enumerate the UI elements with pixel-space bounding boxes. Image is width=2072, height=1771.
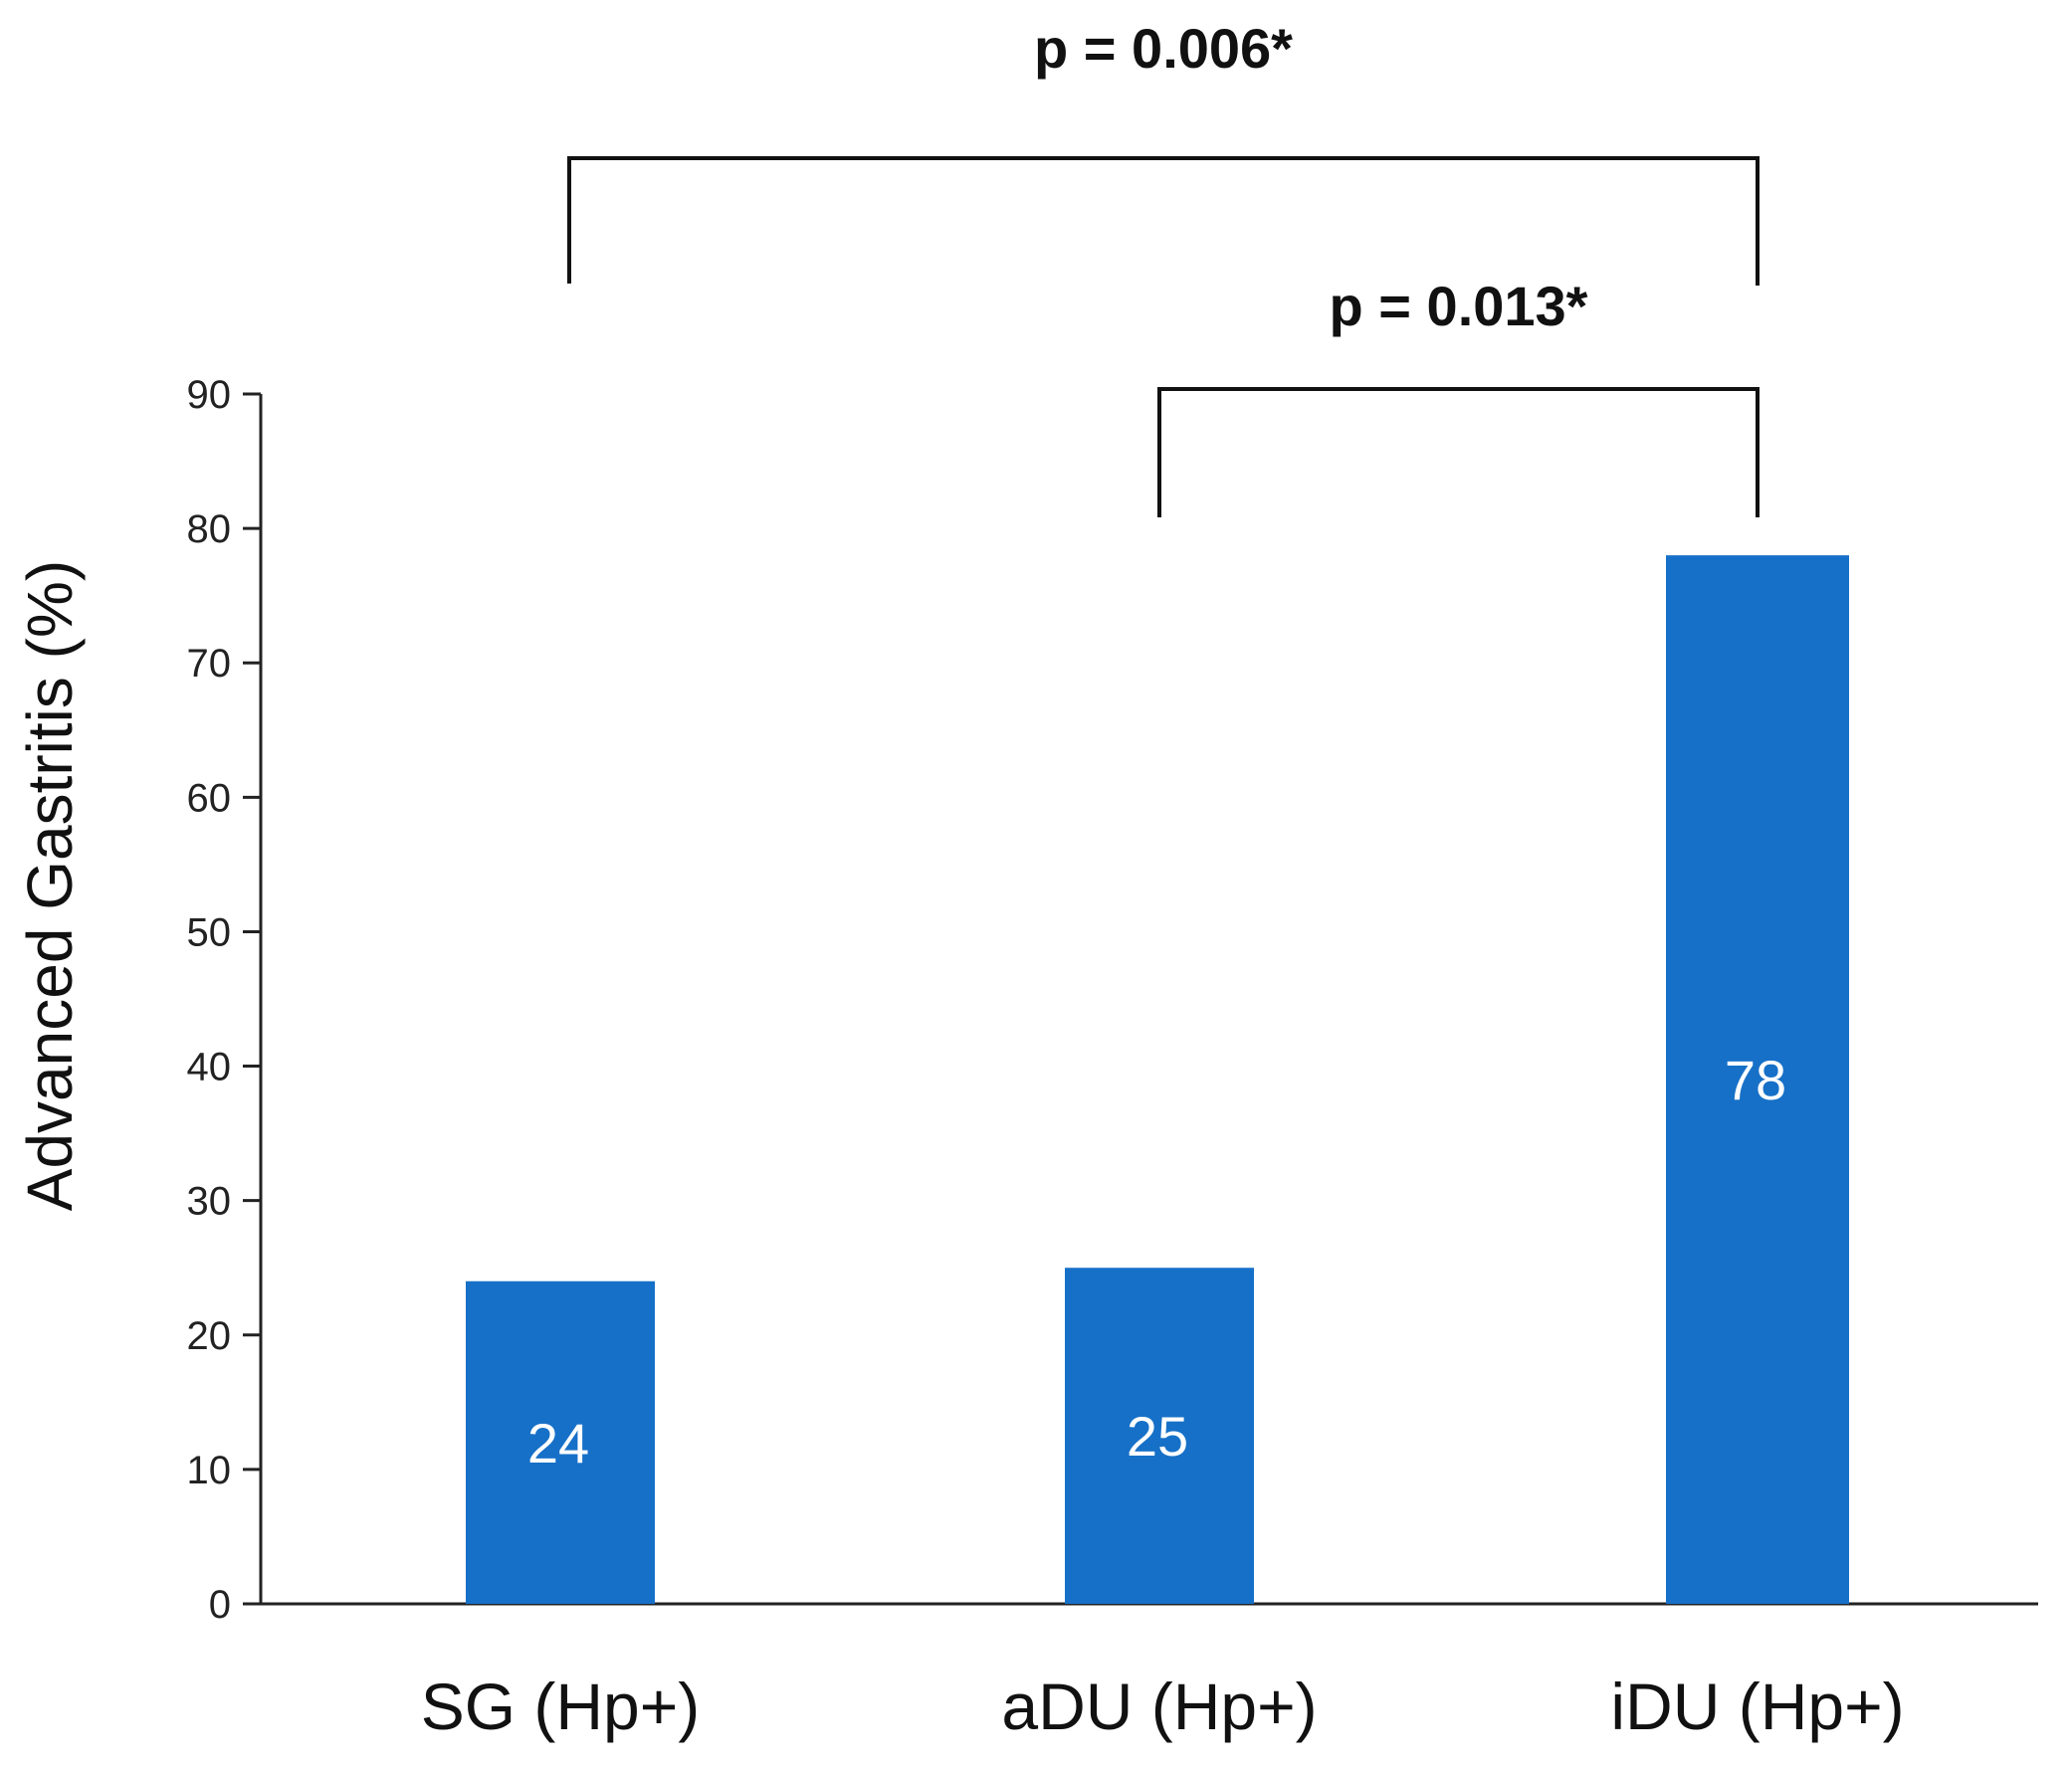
y-tick-label: 0 <box>209 1583 231 1627</box>
x-tick-label: SG (Hp+) <box>421 1670 701 1743</box>
y-axis: 0 10 20 30 40 50 60 70 80 90 <box>187 373 263 1627</box>
data-label: 78 <box>1725 1049 1786 1111</box>
y-tick-label: 10 <box>187 1449 232 1492</box>
y-tick-label: 60 <box>187 776 232 820</box>
bar <box>1065 1268 1254 1604</box>
x-tick-label: aDU (Hp+) <box>1001 1670 1317 1743</box>
y-axis-title: Advanced Gastritis (%) <box>14 560 86 1211</box>
bars: 24 25 78 <box>466 555 1849 1605</box>
bar <box>466 1280 655 1604</box>
significance-bracket <box>567 156 1760 286</box>
significance-bracket <box>1157 387 1760 517</box>
x-tick-label: iDU (Hp+) <box>1610 1670 1904 1743</box>
y-tick-label: 20 <box>187 1314 232 1358</box>
p-value-label: p = 0.006* <box>1034 17 1293 80</box>
x-axis: SG (Hp+) aDU (Hp+) iDU (Hp+) <box>243 1602 2038 1743</box>
bar <box>1666 555 1849 1605</box>
significance-brackets: p = 0.006* p = 0.013* <box>567 17 1760 517</box>
y-tick-label: 30 <box>187 1180 232 1224</box>
y-tick-label: 80 <box>187 507 232 551</box>
y-tick-label: 40 <box>187 1046 232 1089</box>
y-tick-label: 70 <box>187 642 232 686</box>
data-label: 25 <box>1127 1405 1188 1468</box>
p-value-label: p = 0.013* <box>1330 275 1588 337</box>
y-tick-label: 90 <box>187 373 232 417</box>
y-tick-label: 50 <box>187 910 232 954</box>
data-label: 24 <box>527 1412 589 1475</box>
